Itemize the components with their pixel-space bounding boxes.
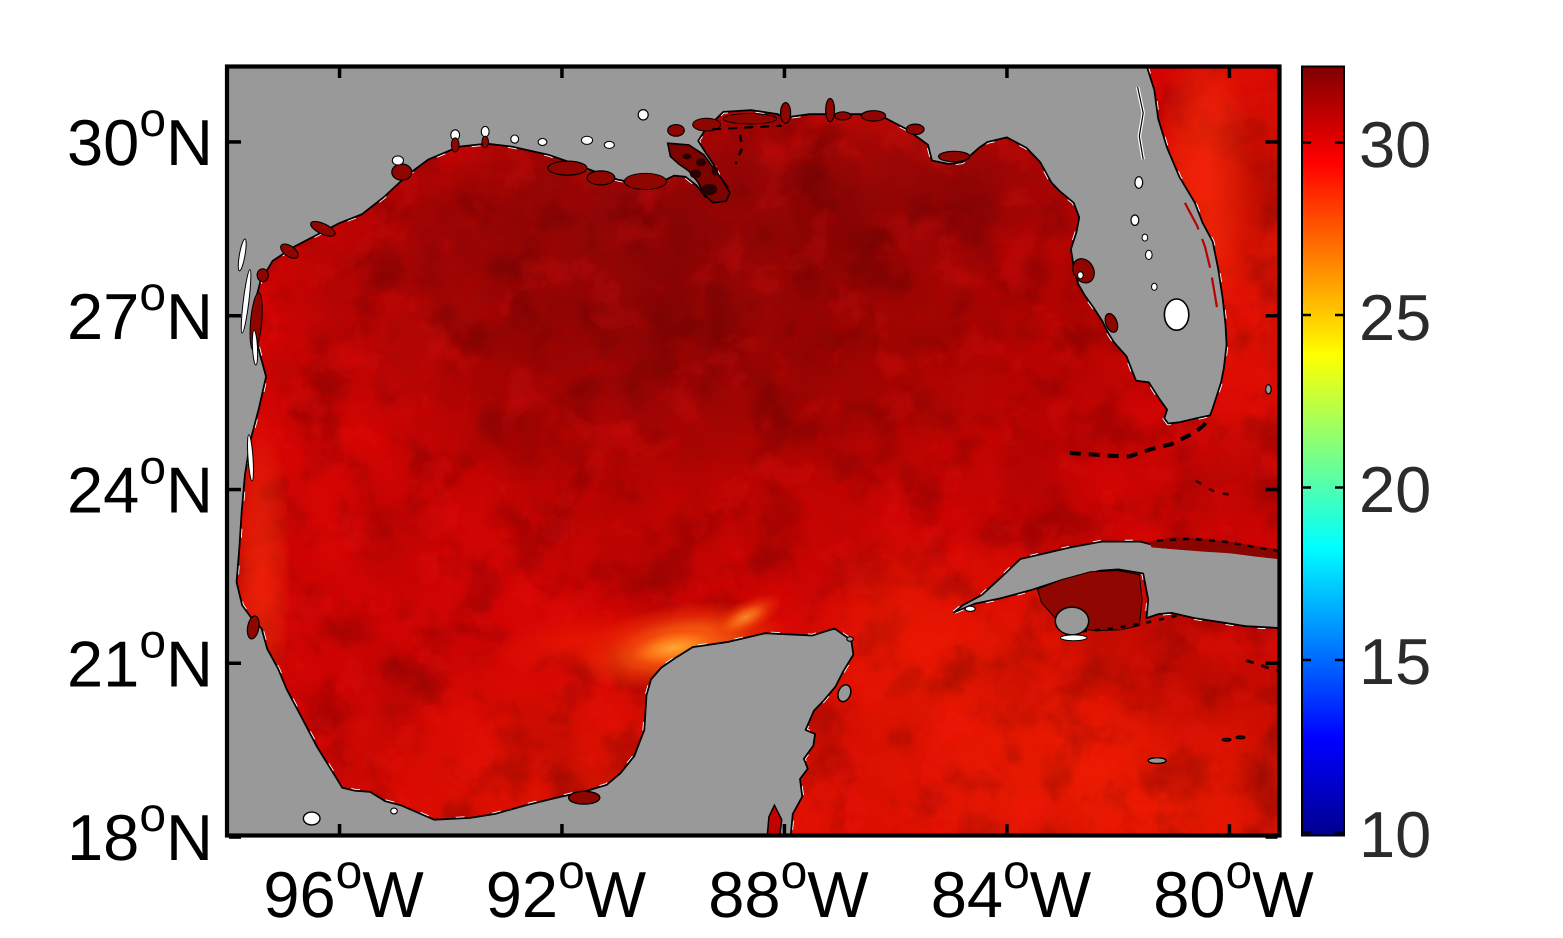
- svg-text:20: 20: [1359, 453, 1431, 526]
- svg-text:30oN: 30oN: [67, 94, 213, 179]
- svg-text:84oW: 84oW: [931, 846, 1092, 931]
- svg-text:18oN: 18oN: [67, 789, 213, 874]
- svg-text:80oW: 80oW: [1153, 846, 1314, 931]
- svg-text:92oW: 92oW: [486, 846, 647, 931]
- svg-text:25: 25: [1359, 281, 1431, 354]
- svg-text:30: 30: [1359, 108, 1431, 181]
- svg-text:10: 10: [1359, 798, 1431, 871]
- svg-text:15: 15: [1359, 625, 1431, 698]
- svg-text:96oW: 96oW: [263, 846, 424, 931]
